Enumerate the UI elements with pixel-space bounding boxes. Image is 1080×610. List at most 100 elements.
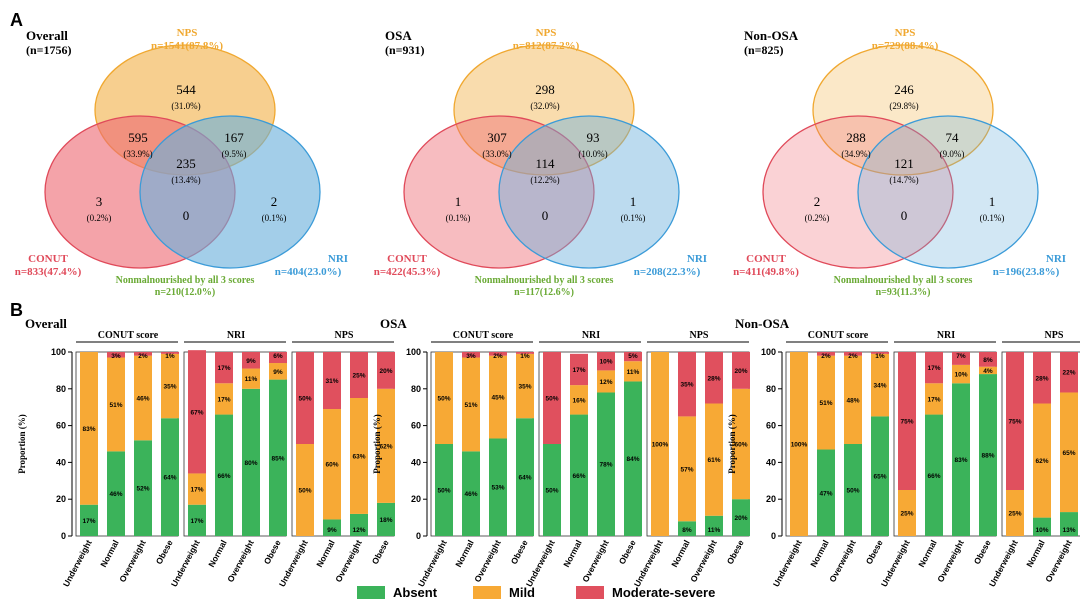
nps-set-count: n=729(88.4%) — [872, 40, 939, 52]
y-tick-label: 40 — [766, 457, 776, 467]
nonmal-count: n=93(11.3%) — [876, 287, 931, 298]
bar-segment-modsev — [705, 352, 723, 404]
y-tick-label: 80 — [766, 384, 776, 394]
bar-segment-mild — [242, 368, 260, 389]
y-tick-label: 20 — [56, 494, 66, 504]
bar-value-label: 2% — [138, 353, 148, 360]
group-frame — [1001, 351, 1080, 537]
bar-segment-absent — [817, 449, 835, 536]
bar-value-label: 17% — [82, 518, 95, 525]
bar-segment-modsev — [732, 352, 750, 389]
bar-segment-absent — [107, 451, 125, 536]
bar-segment-mild — [624, 361, 642, 382]
bar-segment-absent — [979, 374, 997, 536]
bar-group-nri: NRI 50% 50% Underweight 66% 16% 17% Normal 78% 12… — [524, 330, 642, 588]
nonmal-label: Nonmalnourished by all 3 scores — [116, 275, 255, 286]
conut-set-count: n=422(45.3%) — [374, 266, 441, 278]
bar-segment-absent — [377, 502, 395, 536]
bar-value-label: 35% — [163, 384, 176, 391]
bar-segment-mild — [462, 357, 480, 452]
bar-segment-mild — [350, 398, 368, 514]
bar-group-conut-score: CONUT score 100% Underweight 47% 51% 2% Normal… — [771, 330, 889, 588]
bar-segment-modsev — [188, 350, 206, 474]
bar-segment-absent — [952, 383, 970, 536]
bar-segment-absent — [871, 416, 889, 536]
bar-value-label: 48% — [846, 397, 859, 404]
bar-value-label: 10% — [599, 359, 612, 366]
bar-value-label: 12% — [352, 527, 365, 534]
region-count-nps-only: 298 — [535, 82, 555, 97]
nri-circle — [857, 115, 1039, 269]
bar-value-label: 46% — [136, 396, 149, 403]
bar-value-label: 5% — [628, 353, 638, 360]
bar-segment-mild — [871, 353, 889, 417]
bar-segment-mild — [80, 352, 98, 505]
conut-set-label: CONUT — [387, 253, 427, 265]
group-header: CONUT score — [808, 330, 869, 341]
bar-segment-mild — [269, 363, 287, 380]
bar-value-label: 51% — [109, 402, 122, 409]
panel-b-label: B — [10, 300, 23, 320]
bar-segment-absent — [597, 392, 615, 536]
bar-segment-mild — [296, 444, 314, 536]
bar-segment-modsev — [570, 353, 588, 386]
legend: Absent Mild Moderate-severe — [357, 585, 715, 600]
bar-segment-absent — [215, 414, 233, 536]
y-tick-label: 100 — [406, 347, 421, 357]
bar-segment-mild — [570, 385, 588, 415]
bar-segment-modsev — [377, 352, 395, 389]
y-axis-label: Proportion (%) — [372, 414, 382, 474]
region-percent-nps-only: (29.8%) — [889, 101, 918, 111]
region-percent-conut-only: (0.2%) — [87, 213, 112, 223]
x-tick-label: Obese — [154, 538, 175, 566]
bar-value-label: 3% — [466, 353, 476, 360]
bar-value-label: 17% — [217, 365, 230, 372]
bar-value-label: 17% — [927, 396, 940, 403]
x-tick-label: Underweight — [277, 538, 310, 588]
group-header: CONUT score — [453, 330, 514, 341]
nonmal-label: Nonmalnourished by all 3 scores — [475, 275, 614, 286]
bar-value-label: 64% — [163, 475, 176, 482]
x-tick-label: Obese — [864, 538, 885, 566]
bar-value-label: 3% — [111, 353, 121, 360]
bar-segment-absent — [435, 444, 453, 536]
bar-value-label: 7% — [956, 353, 966, 360]
bar-value-label: 45% — [491, 395, 504, 402]
bar-segment-mild — [489, 355, 507, 439]
region-percent-nps-nri: (9.5%) — [222, 149, 247, 159]
bar-segment-mild — [844, 355, 862, 444]
bar-segment-modsev — [462, 352, 480, 358]
bar-value-label: 66% — [927, 473, 940, 480]
bar-value-label: 51% — [819, 400, 832, 407]
nps-set-label: NPS — [536, 27, 557, 39]
bar-segment-mild — [1060, 392, 1078, 513]
bar-segment-modsev — [242, 352, 260, 369]
venn-title: Non-OSA — [744, 28, 799, 43]
venn-total: (n=825) — [744, 43, 784, 57]
x-tick-label: Underweight — [169, 538, 202, 588]
bar-value-label: 50% — [846, 488, 859, 495]
bar-value-label: 80% — [244, 460, 257, 467]
bar-segment-mild — [952, 364, 970, 384]
region-count-conut-nri: 0 — [183, 208, 190, 223]
bar-value-label: 100% — [652, 442, 669, 449]
bar-segment-modsev — [107, 352, 125, 358]
x-tick-label: Overweight — [333, 538, 364, 584]
bar-value-label: 6% — [273, 353, 283, 360]
region-count-conut-only: 1 — [455, 194, 462, 209]
nri-set-count: n=196(23.8%) — [993, 266, 1060, 278]
region-percent-nps-nri: (9.0%) — [940, 149, 965, 159]
bar-segment-modsev — [269, 352, 287, 364]
bar-value-label: 50% — [437, 488, 450, 495]
region-percent-conut-only: (0.1%) — [446, 213, 471, 223]
bar-value-label: 11% — [708, 527, 721, 534]
bar-value-label: 9% — [246, 358, 256, 365]
y-tick-label: 80 — [411, 384, 421, 394]
legend-swatch-moderate-severe — [576, 586, 604, 599]
region-percent-nps-nri: (10.0%) — [578, 149, 607, 159]
legend-label-mild: Mild — [509, 585, 535, 600]
bar-group-nps: NPS 100% Underweight 8% 57% 35% Normal 11% 61% 28… — [632, 330, 750, 588]
y-tick-label: 60 — [411, 421, 421, 431]
bar-value-label: 28% — [707, 375, 720, 382]
